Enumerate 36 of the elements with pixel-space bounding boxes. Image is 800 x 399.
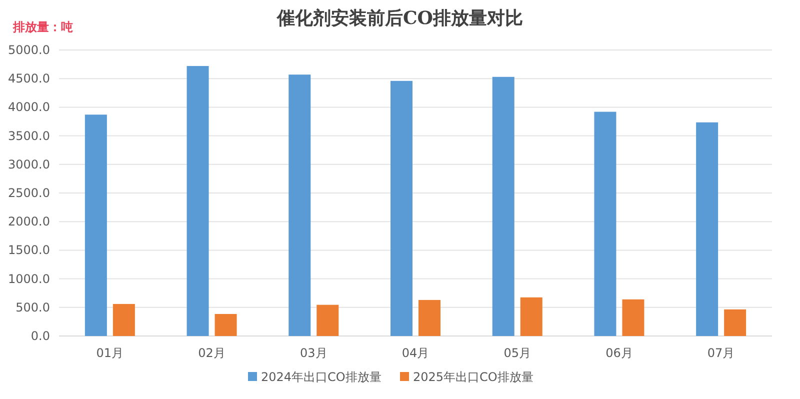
y-tick-label: 2000.0	[8, 214, 50, 229]
bar	[520, 297, 542, 336]
bar	[492, 76, 514, 336]
bar	[214, 314, 237, 336]
y-tick-label: 5000.0	[8, 43, 50, 57]
y-axis-title: 排放量：吨	[12, 20, 73, 34]
x-tick-label: 03月	[300, 346, 328, 360]
bar	[316, 304, 339, 336]
bar	[622, 299, 644, 336]
y-tick-label: 3500.0	[8, 128, 50, 143]
bar	[84, 114, 107, 336]
chart-title: 催化剂安装前后CO排放量对比	[276, 8, 524, 29]
y-tick-label: 500.0	[16, 300, 50, 314]
x-tick-label: 04月	[402, 346, 430, 360]
bar	[390, 80, 412, 336]
bar	[696, 122, 718, 336]
y-tick-label: 2500.0	[8, 186, 50, 200]
legend-label: 2025年出口CO排放量	[413, 370, 534, 384]
x-tick-label: 05月	[504, 346, 531, 360]
y-tick-label: 1000.0	[8, 272, 50, 286]
x-tick-label: 02月	[198, 346, 226, 360]
y-tick-label: 3000.0	[8, 157, 50, 172]
y-tick-label: 1500.0	[8, 243, 50, 258]
x-tick-label: 07月	[707, 346, 735, 360]
bar	[288, 74, 311, 336]
legend-label: 2024年出口CO排放量	[261, 370, 382, 384]
bar	[724, 309, 746, 336]
x-tick-label: 01月	[96, 346, 124, 360]
x-tick-label: 06月	[606, 346, 633, 360]
bar	[594, 112, 616, 336]
bar	[186, 66, 209, 336]
bar	[418, 300, 440, 336]
y-tick-label: 4500.0	[8, 72, 50, 86]
y-tick-label: 4000.0	[8, 100, 50, 114]
y-tick-label: 0.0	[30, 329, 50, 343]
bar	[112, 304, 135, 336]
